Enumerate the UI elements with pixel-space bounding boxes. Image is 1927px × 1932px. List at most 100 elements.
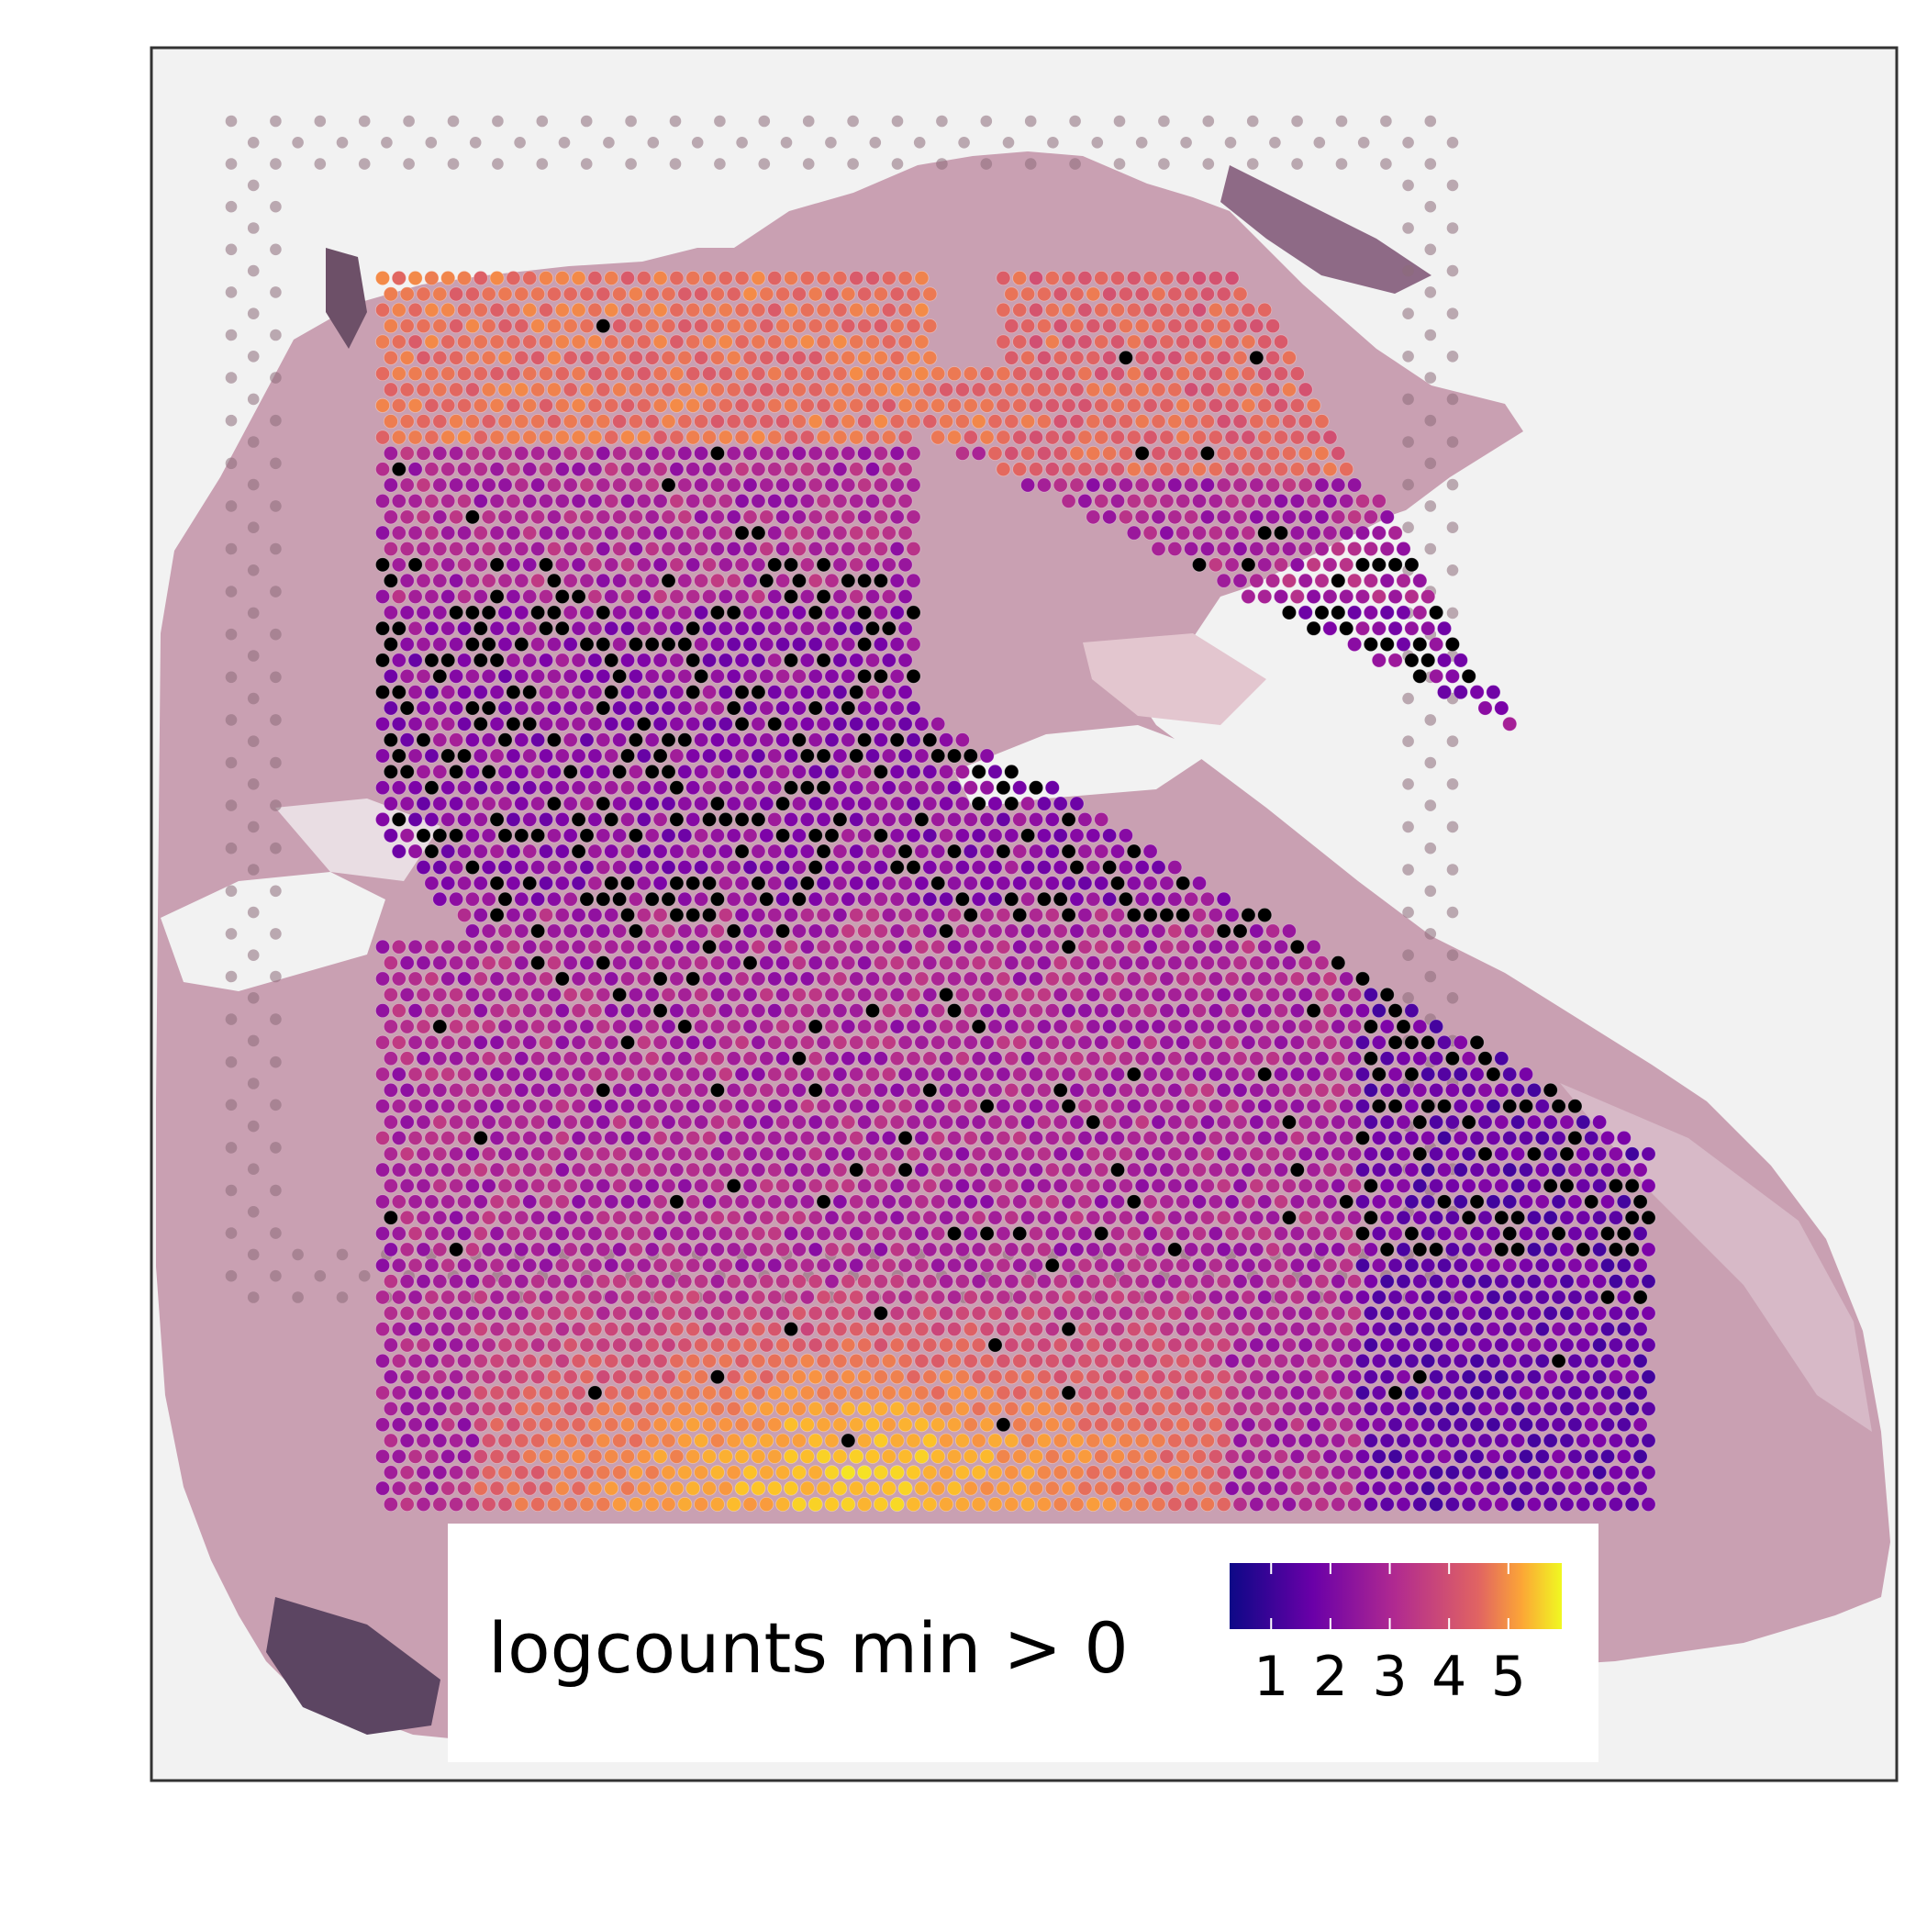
spot bbox=[784, 1449, 797, 1463]
fiducial-dot bbox=[270, 201, 282, 213]
spot bbox=[988, 446, 1002, 460]
spot bbox=[678, 765, 692, 778]
spot bbox=[645, 542, 659, 555]
spot bbox=[1176, 940, 1190, 954]
spot bbox=[1242, 1004, 1255, 1018]
spot bbox=[384, 797, 397, 810]
fiducial-dot bbox=[448, 116, 460, 128]
spot bbox=[735, 494, 749, 508]
spot bbox=[858, 1147, 872, 1161]
spot bbox=[547, 446, 561, 460]
fiducial-dot bbox=[226, 799, 238, 811]
spot bbox=[531, 669, 545, 683]
spot bbox=[507, 653, 520, 667]
spot bbox=[686, 1386, 700, 1400]
spot bbox=[1062, 1226, 1075, 1240]
spot bbox=[662, 1338, 675, 1352]
spot bbox=[1110, 1290, 1124, 1304]
spot bbox=[490, 303, 504, 317]
spot bbox=[1282, 415, 1296, 429]
spot bbox=[563, 1370, 577, 1384]
spot bbox=[752, 621, 765, 635]
spot bbox=[490, 589, 504, 603]
spot bbox=[1103, 1275, 1117, 1289]
spot bbox=[1029, 1290, 1042, 1304]
spot bbox=[1503, 1226, 1517, 1240]
spot bbox=[735, 781, 749, 795]
spot bbox=[907, 1083, 920, 1097]
spot bbox=[1527, 1083, 1541, 1097]
spot bbox=[1143, 1258, 1157, 1272]
spot bbox=[408, 686, 422, 699]
spot bbox=[1478, 1466, 1492, 1480]
spot bbox=[1045, 367, 1059, 381]
spot bbox=[1045, 335, 1059, 349]
spot bbox=[898, 972, 912, 986]
spot bbox=[375, 812, 389, 826]
spot bbox=[580, 1211, 594, 1224]
spot bbox=[678, 1497, 692, 1511]
spot bbox=[645, 351, 659, 364]
spot bbox=[1380, 1275, 1394, 1289]
spot bbox=[482, 1338, 496, 1352]
spot bbox=[784, 1481, 797, 1495]
spot bbox=[940, 829, 953, 843]
spot bbox=[1388, 1100, 1402, 1113]
spot bbox=[629, 1402, 642, 1415]
spot bbox=[1437, 1290, 1451, 1304]
spot bbox=[670, 1226, 684, 1240]
spot bbox=[1593, 1178, 1607, 1192]
spot bbox=[792, 287, 806, 301]
spot bbox=[1217, 287, 1231, 301]
spot bbox=[1421, 1195, 1435, 1209]
spot bbox=[384, 1147, 397, 1161]
spot bbox=[1110, 1004, 1124, 1018]
spot bbox=[515, 860, 529, 874]
spot bbox=[1053, 1402, 1067, 1415]
spot bbox=[1192, 463, 1206, 476]
spot bbox=[817, 494, 830, 508]
spot bbox=[988, 1370, 1002, 1384]
spot bbox=[792, 860, 806, 874]
spot bbox=[735, 908, 749, 921]
spot bbox=[907, 701, 920, 715]
spot bbox=[539, 749, 552, 763]
spot bbox=[1037, 351, 1051, 364]
spot bbox=[620, 1386, 634, 1400]
spot bbox=[718, 558, 732, 572]
spot bbox=[645, 797, 659, 810]
spot bbox=[947, 1323, 961, 1336]
spot bbox=[1585, 1195, 1598, 1209]
spot bbox=[425, 1226, 439, 1240]
spot bbox=[1282, 1466, 1296, 1480]
spot bbox=[792, 1402, 806, 1415]
spot bbox=[1340, 1290, 1353, 1304]
spot bbox=[988, 1338, 1002, 1352]
spot bbox=[1250, 383, 1264, 396]
spot bbox=[1225, 1386, 1239, 1400]
spot bbox=[1242, 1035, 1255, 1049]
spot bbox=[1258, 398, 1272, 412]
spot bbox=[955, 1147, 969, 1161]
fiducial-dot bbox=[1425, 886, 1437, 898]
spot bbox=[670, 526, 684, 540]
spot bbox=[964, 812, 977, 826]
spot bbox=[997, 1418, 1010, 1432]
spot bbox=[1135, 1083, 1149, 1097]
spot bbox=[1543, 1370, 1557, 1384]
spot bbox=[645, 510, 659, 524]
spot bbox=[572, 463, 585, 476]
spot bbox=[1168, 446, 1182, 460]
spot bbox=[1233, 1306, 1247, 1320]
spot bbox=[1062, 1004, 1075, 1018]
spot bbox=[1331, 1370, 1345, 1384]
spot bbox=[1110, 972, 1124, 986]
spot bbox=[670, 1163, 684, 1177]
spot bbox=[662, 892, 675, 906]
spot bbox=[515, 765, 529, 778]
spot bbox=[865, 749, 879, 763]
spot bbox=[752, 271, 765, 285]
spot bbox=[547, 988, 561, 1001]
spot bbox=[662, 733, 675, 747]
spot bbox=[1029, 398, 1042, 412]
